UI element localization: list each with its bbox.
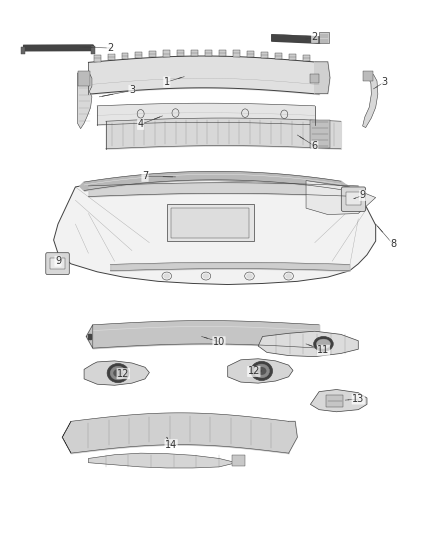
Text: 8: 8 (390, 239, 396, 249)
Bar (163, 51, 170, 57)
Ellipse shape (110, 366, 126, 380)
Bar (50, 258, 65, 269)
Polygon shape (86, 325, 93, 348)
Text: 2: 2 (107, 43, 113, 53)
Polygon shape (53, 180, 376, 285)
Polygon shape (78, 71, 92, 128)
Text: 11: 11 (317, 345, 329, 356)
Text: 3: 3 (129, 85, 135, 95)
Bar (364, 71, 373, 81)
Bar (275, 53, 282, 59)
FancyBboxPatch shape (46, 253, 69, 274)
Text: 1: 1 (164, 77, 170, 87)
Text: 6: 6 (312, 141, 318, 151)
Ellipse shape (113, 369, 123, 377)
Bar (232, 455, 245, 466)
Bar (78, 71, 90, 86)
Ellipse shape (164, 273, 170, 278)
Text: 10: 10 (213, 337, 225, 347)
Text: 3: 3 (381, 77, 388, 87)
Ellipse shape (317, 339, 330, 349)
Bar (311, 120, 330, 148)
Polygon shape (306, 181, 376, 215)
Bar (135, 52, 142, 59)
Bar (171, 208, 250, 238)
Polygon shape (88, 334, 92, 338)
Bar (121, 53, 128, 59)
Bar (191, 50, 198, 56)
Text: 9: 9 (55, 256, 61, 266)
Polygon shape (62, 421, 71, 453)
Text: 12: 12 (117, 369, 130, 378)
Polygon shape (80, 182, 84, 190)
Bar (303, 55, 310, 61)
Ellipse shape (257, 367, 266, 375)
Bar (261, 52, 268, 58)
Bar (233, 50, 240, 56)
Polygon shape (228, 359, 293, 383)
Bar (149, 51, 156, 58)
Bar (219, 50, 226, 56)
Polygon shape (311, 390, 367, 412)
Polygon shape (84, 361, 149, 385)
Bar (289, 54, 296, 60)
Bar (108, 54, 115, 60)
Ellipse shape (247, 273, 253, 278)
Text: 4: 4 (138, 119, 144, 130)
Bar (167, 204, 254, 241)
FancyBboxPatch shape (341, 187, 366, 212)
Bar (346, 192, 361, 205)
Bar (21, 46, 25, 54)
Bar (247, 51, 254, 57)
Text: 12: 12 (247, 367, 260, 376)
Text: 9: 9 (360, 190, 366, 200)
Bar (319, 31, 328, 43)
Ellipse shape (314, 336, 333, 351)
Ellipse shape (203, 273, 209, 278)
Polygon shape (341, 181, 347, 190)
Bar (94, 55, 101, 62)
Polygon shape (258, 331, 358, 357)
Bar (91, 46, 95, 54)
Text: 7: 7 (142, 172, 148, 181)
Polygon shape (88, 453, 237, 468)
Bar (205, 50, 212, 56)
Text: 13: 13 (352, 394, 364, 404)
Bar (326, 395, 343, 407)
Ellipse shape (107, 364, 129, 383)
Ellipse shape (254, 364, 269, 378)
Ellipse shape (251, 361, 272, 381)
Bar (311, 74, 319, 83)
Text: 14: 14 (165, 440, 177, 450)
Bar (177, 50, 184, 56)
Text: 2: 2 (311, 33, 318, 43)
Ellipse shape (286, 273, 292, 278)
Polygon shape (315, 62, 330, 94)
Polygon shape (289, 421, 297, 453)
Polygon shape (363, 75, 378, 127)
